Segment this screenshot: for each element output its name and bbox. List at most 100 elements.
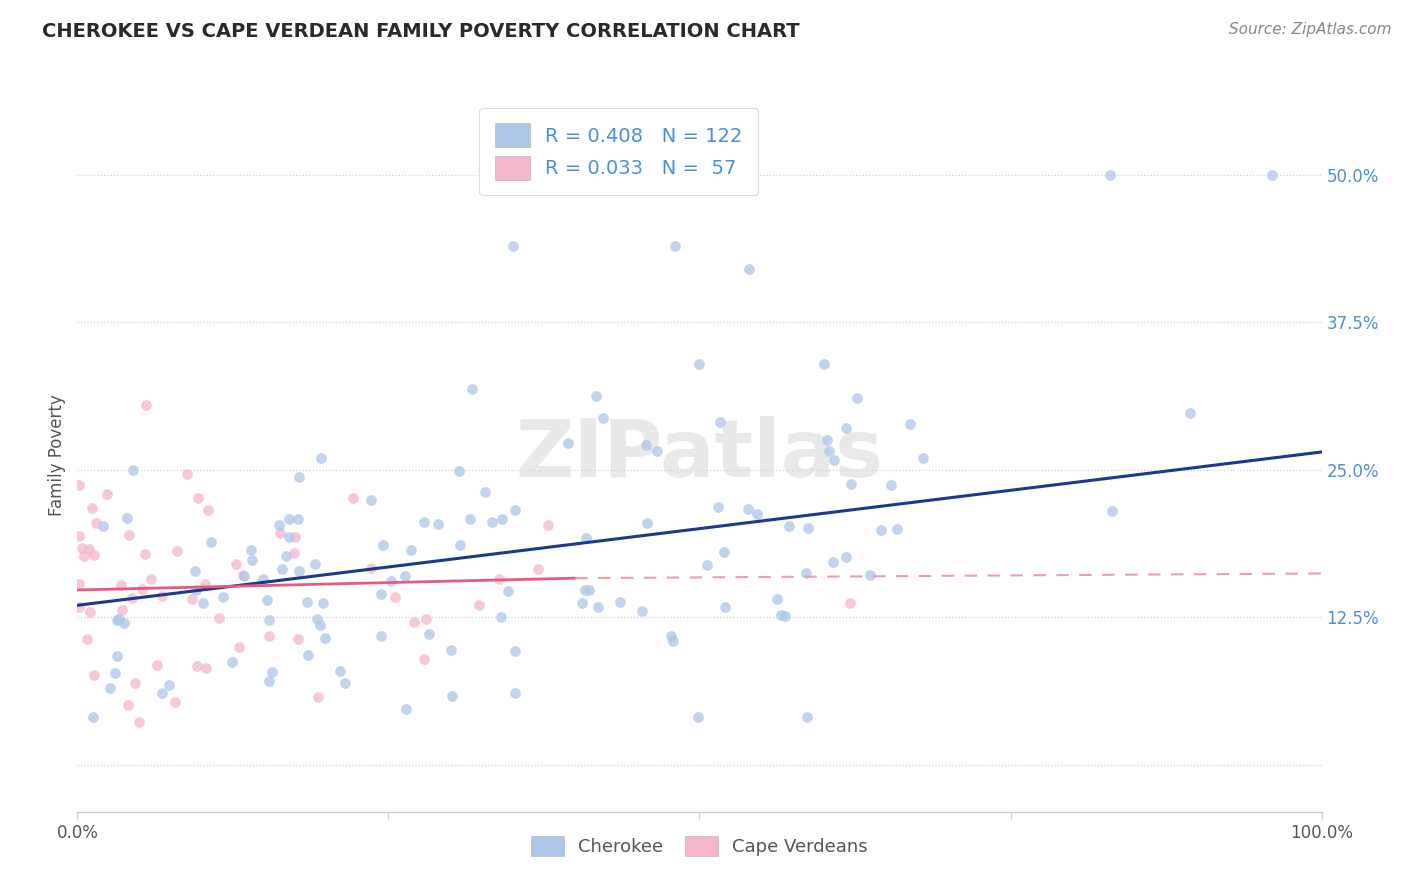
Point — [585, 388, 607, 402]
Point — [537, 518, 560, 533]
Point — [67, 477, 90, 491]
Point — [277, 531, 299, 545]
Point — [1099, 168, 1122, 182]
Point — [834, 549, 856, 564]
Point — [76, 632, 98, 646]
Text: CHEROKEE VS CAPE VERDEAN FAMILY POVERTY CORRELATION CHART: CHEROKEE VS CAPE VERDEAN FAMILY POVERTY … — [42, 22, 800, 41]
Point — [260, 665, 283, 679]
Point — [647, 444, 669, 458]
Point — [288, 564, 311, 578]
Point — [82, 710, 104, 724]
Point — [110, 578, 132, 592]
Point — [157, 678, 180, 692]
Point — [835, 421, 858, 435]
Point — [79, 605, 101, 619]
Point — [738, 262, 761, 277]
Point — [395, 701, 418, 715]
Y-axis label: Family Poverty: Family Poverty — [48, 394, 66, 516]
Point — [370, 629, 392, 643]
Point — [426, 517, 449, 532]
Point — [503, 503, 526, 517]
Point — [461, 382, 484, 396]
Point — [135, 398, 157, 412]
Point — [166, 543, 188, 558]
Point — [240, 553, 263, 567]
Point — [449, 464, 471, 478]
Point — [766, 592, 789, 607]
Point — [574, 582, 596, 597]
Point — [309, 451, 332, 466]
Point — [664, 238, 686, 252]
Point — [839, 477, 862, 491]
Point — [128, 714, 150, 729]
Point — [295, 595, 318, 609]
Point — [870, 524, 893, 538]
Point — [305, 612, 328, 626]
Point — [592, 410, 614, 425]
Point — [105, 613, 128, 627]
Point — [636, 516, 658, 530]
Point — [228, 640, 250, 654]
Point — [1261, 168, 1284, 182]
Point — [886, 522, 908, 536]
Point — [714, 600, 737, 615]
Point — [111, 603, 134, 617]
Text: Source: ZipAtlas.com: Source: ZipAtlas.com — [1229, 22, 1392, 37]
Point — [415, 612, 437, 626]
Point — [370, 587, 392, 601]
Point — [449, 538, 471, 552]
Point — [232, 568, 254, 582]
Point — [441, 689, 464, 703]
Point — [498, 584, 520, 599]
Point — [571, 596, 593, 610]
Point — [187, 491, 209, 505]
Point — [83, 548, 105, 562]
Point — [413, 652, 436, 666]
Point — [578, 582, 600, 597]
Point — [84, 516, 107, 530]
Point — [404, 615, 426, 629]
Point — [575, 531, 598, 545]
Point — [184, 583, 207, 598]
Point — [440, 642, 463, 657]
Point — [191, 597, 214, 611]
Point — [212, 591, 235, 605]
Point — [813, 357, 835, 371]
Point — [307, 690, 329, 704]
Point — [225, 558, 247, 572]
Point — [257, 613, 280, 627]
Point — [115, 511, 138, 525]
Point — [284, 530, 307, 544]
Point — [659, 629, 682, 643]
Point — [845, 391, 868, 405]
Point — [399, 542, 422, 557]
Point — [82, 500, 104, 515]
Point — [636, 437, 658, 451]
Point — [686, 710, 709, 724]
Point — [269, 525, 291, 540]
Point — [384, 590, 406, 604]
Point — [502, 238, 524, 252]
Point — [267, 517, 290, 532]
Point — [131, 582, 153, 596]
Point — [96, 487, 118, 501]
Point — [747, 507, 769, 521]
Point — [503, 644, 526, 658]
Point — [706, 500, 728, 514]
Point — [105, 648, 128, 663]
Point — [794, 566, 817, 580]
Point — [1101, 504, 1123, 518]
Point — [67, 528, 90, 542]
Point — [769, 608, 792, 623]
Point — [112, 616, 135, 631]
Point — [815, 434, 838, 448]
Point — [276, 549, 298, 563]
Point — [277, 512, 299, 526]
Point — [491, 512, 513, 526]
Point — [163, 695, 186, 709]
Point — [503, 685, 526, 699]
Point — [418, 627, 440, 641]
Point — [329, 664, 352, 678]
Point — [104, 665, 127, 680]
Point — [413, 515, 436, 529]
